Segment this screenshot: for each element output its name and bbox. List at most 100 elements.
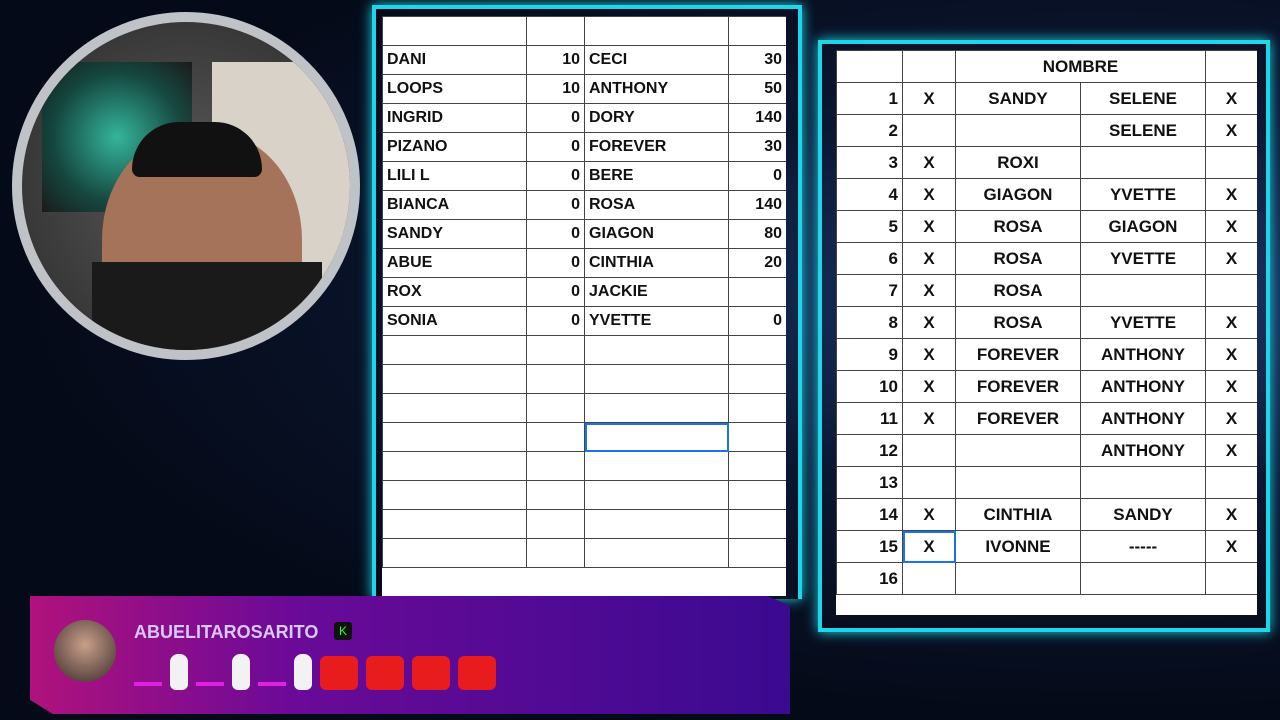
table-cell[interactable]: X: [902, 178, 956, 211]
table-cell[interactable]: [584, 422, 729, 452]
table-cell[interactable]: 6: [836, 242, 903, 275]
table-cell[interactable]: JACKIE: [584, 277, 729, 307]
table-cell[interactable]: 140: [728, 103, 786, 133]
table-cell[interactable]: [584, 393, 729, 423]
table-cell[interactable]: X: [1205, 434, 1257, 467]
table-cell[interactable]: [902, 434, 956, 467]
table-cell[interactable]: [1205, 562, 1257, 595]
table-cell[interactable]: [955, 562, 1081, 595]
table-cell[interactable]: [728, 538, 786, 568]
table-cell[interactable]: [382, 538, 527, 568]
table-cell[interactable]: ANTHONY: [1080, 338, 1206, 371]
table-cell[interactable]: [1080, 146, 1206, 179]
table-cell[interactable]: [728, 480, 786, 510]
table-cell[interactable]: [1205, 146, 1257, 179]
table-cell[interactable]: [728, 422, 786, 452]
table-cell[interactable]: [584, 509, 729, 539]
table-cell[interactable]: 11: [836, 402, 903, 435]
table-cell[interactable]: X: [1205, 242, 1257, 275]
table-cell[interactable]: FOREVER: [955, 338, 1081, 371]
table-cell[interactable]: [526, 538, 585, 568]
table-cell[interactable]: SELENE: [1080, 114, 1206, 147]
table-cell[interactable]: 0: [526, 161, 585, 191]
table-cell[interactable]: ANTHONY: [1080, 370, 1206, 403]
table-cell[interactable]: CINTHIA: [584, 248, 729, 278]
table-cell[interactable]: [1080, 274, 1206, 307]
table-cell[interactable]: [382, 364, 527, 394]
table-cell[interactable]: LOOPS: [382, 74, 527, 104]
table-cell[interactable]: [382, 393, 527, 423]
table-cell[interactable]: SELENE: [1080, 82, 1206, 115]
table-cell[interactable]: 3: [836, 146, 903, 179]
table-cell[interactable]: 7: [836, 274, 903, 307]
table-cell[interactable]: [382, 509, 527, 539]
table-cell[interactable]: [584, 335, 729, 365]
table-cell[interactable]: DORY: [584, 103, 729, 133]
table-cell[interactable]: [526, 451, 585, 481]
table-cell[interactable]: X: [1205, 178, 1257, 211]
table-cell[interactable]: 0: [526, 219, 585, 249]
table-cell[interactable]: 8: [836, 306, 903, 339]
table-cell[interactable]: 10: [526, 45, 585, 75]
table-cell[interactable]: 0: [526, 248, 585, 278]
table-cell[interactable]: [902, 466, 956, 499]
table-cell[interactable]: 0: [526, 306, 585, 336]
table-cell[interactable]: 5: [836, 210, 903, 243]
table-cell[interactable]: [526, 364, 585, 394]
table-cell[interactable]: X: [902, 306, 956, 339]
table-cell[interactable]: [526, 393, 585, 423]
table-cell[interactable]: YVETTE: [1080, 178, 1206, 211]
table-cell[interactable]: 10: [526, 74, 585, 104]
table-cell[interactable]: [584, 451, 729, 481]
table-cell[interactable]: X: [1205, 306, 1257, 339]
table-cell[interactable]: [728, 335, 786, 365]
table-cell[interactable]: 0: [526, 132, 585, 162]
table-cell[interactable]: 0: [728, 306, 786, 336]
table-cell[interactable]: 20: [728, 248, 786, 278]
table-cell[interactable]: [584, 538, 729, 568]
table-cell[interactable]: GIAGON: [1080, 210, 1206, 243]
table-cell[interactable]: SANDY: [955, 82, 1081, 115]
table-cell[interactable]: FOREVER: [955, 370, 1081, 403]
table-cell[interactable]: ROSA: [955, 306, 1081, 339]
table-cell[interactable]: 2: [836, 114, 903, 147]
table-cell[interactable]: SANDY: [1080, 498, 1206, 531]
table-cell[interactable]: GIAGON: [584, 219, 729, 249]
table-cell[interactable]: YVETTE: [1080, 306, 1206, 339]
table-cell[interactable]: BIANCA: [382, 190, 527, 220]
table-cell[interactable]: X: [902, 146, 956, 179]
table-cell[interactable]: GIAGON: [955, 178, 1081, 211]
table-cell[interactable]: DANI: [382, 45, 527, 75]
table-cell[interactable]: X: [1205, 498, 1257, 531]
table-cell[interactable]: [955, 434, 1081, 467]
table-cell[interactable]: X: [1205, 530, 1257, 563]
table-cell[interactable]: SANDY: [382, 219, 527, 249]
table-cell[interactable]: ANTHONY: [584, 74, 729, 104]
table-cell[interactable]: ROSA: [955, 274, 1081, 307]
table-cell[interactable]: ROSA: [955, 210, 1081, 243]
table-cell[interactable]: [902, 114, 956, 147]
table-cell[interactable]: [526, 509, 585, 539]
table-cell[interactable]: X: [902, 210, 956, 243]
table-cell[interactable]: [526, 335, 585, 365]
table-cell[interactable]: [584, 364, 729, 394]
table-cell[interactable]: [382, 335, 527, 365]
table-cell[interactable]: [955, 114, 1081, 147]
table-cell[interactable]: YVETTE: [1080, 242, 1206, 275]
table-cell[interactable]: X: [1205, 82, 1257, 115]
table-cell[interactable]: [1080, 466, 1206, 499]
table-cell[interactable]: [382, 422, 527, 452]
table-cell[interactable]: [526, 480, 585, 510]
table-cell[interactable]: ROXI: [955, 146, 1081, 179]
table-cell[interactable]: YVETTE: [584, 306, 729, 336]
table-cell[interactable]: ROSA: [955, 242, 1081, 275]
table-cell[interactable]: 12: [836, 434, 903, 467]
table-cell[interactable]: [382, 451, 527, 481]
table-cell[interactable]: ABUE: [382, 248, 527, 278]
table-cell[interactable]: 30: [728, 45, 786, 75]
table-cell[interactable]: INGRID: [382, 103, 527, 133]
table-cell[interactable]: 30: [728, 132, 786, 162]
table-cell[interactable]: X: [902, 274, 956, 307]
table-cell[interactable]: [1205, 466, 1257, 499]
table-cell[interactable]: ANTHONY: [1080, 402, 1206, 435]
